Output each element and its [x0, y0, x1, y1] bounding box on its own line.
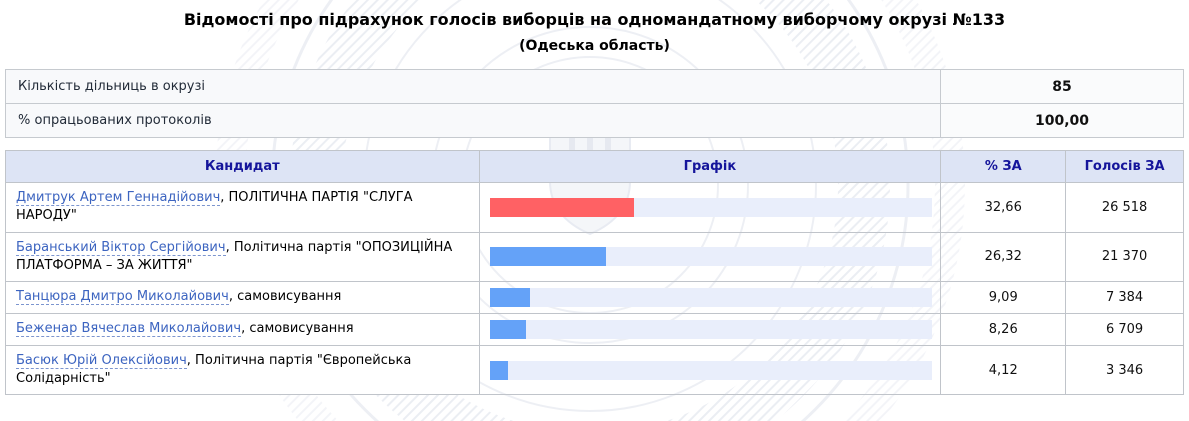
- header-candidate: Кандидат: [5, 150, 480, 184]
- page-title: Відомості про підрахунок голосів виборці…: [183, 10, 1006, 29]
- percent-cell: 8,26: [940, 312, 1067, 346]
- content: Відомості про підрахунок голосів виборці…: [5, 0, 1184, 396]
- table-row: Дмитрук Артем Геннадійович, ПОЛІТИЧНА ПА…: [5, 182, 1184, 233]
- table-row: Беженар Вячеслав Миколайович, самовисува…: [5, 312, 1184, 346]
- protocols-percent-label: % опрацьованих протоколів: [5, 103, 941, 139]
- bar-chart-cell: [478, 280, 942, 314]
- vote-share-bar: [489, 287, 530, 307]
- table-row: Басюк Юрій Олексійович, Політична партія…: [5, 344, 1184, 396]
- bar-track: [489, 360, 933, 380]
- candidate-cell: Танцюра Дмитро Миколайович, самовисуванн…: [5, 280, 480, 314]
- bar-chart-cell: [478, 231, 942, 282]
- candidate-link[interactable]: Баранський Віктор Сергійович: [16, 239, 226, 256]
- bar-chart-cell: [478, 344, 942, 396]
- precincts-count-value: 85: [940, 69, 1184, 105]
- votes-cell: 26 518: [1065, 182, 1184, 233]
- bar-track: [489, 319, 933, 339]
- table-row: Баранський Віктор Сергійович, Політична …: [5, 231, 1184, 282]
- vote-share-bar: [489, 197, 635, 217]
- vote-share-bar: [489, 319, 527, 339]
- bar-chart-cell: [478, 312, 942, 346]
- candidate-affiliation: , самовисування: [241, 321, 354, 337]
- candidate-link[interactable]: Дмитрук Артем Геннадійович: [16, 190, 221, 207]
- candidate-link[interactable]: Беженар Вячеслав Миколайович: [16, 321, 242, 338]
- header-chart: Графік: [478, 150, 942, 184]
- votes-cell: 7 384: [1065, 280, 1184, 314]
- candidate-cell: Дмитрук Артем Геннадійович, ПОЛІТИЧНА ПА…: [5, 182, 480, 233]
- candidate-affiliation: , самовисування: [228, 289, 342, 305]
- protocols-percent-value: 100,00: [940, 103, 1184, 139]
- candidate-cell: Баранський Віктор Сергійович, Політична …: [5, 231, 480, 282]
- vote-share-bar: [489, 247, 607, 267]
- percent-cell: 26,32: [940, 231, 1067, 282]
- summary-table: Кількість дільниць в окрузі 85 % опрацьо…: [5, 69, 1184, 139]
- table-row: Танцюра Дмитро Миколайович, самовисуванн…: [5, 280, 1184, 314]
- candidate-cell: Беженар Вячеслав Миколайович, самовисува…: [5, 312, 480, 346]
- votes-cell: 6 709: [1065, 312, 1184, 346]
- table-header-row: Кандидат Графік % ЗА Голосів ЗА: [5, 150, 1184, 184]
- votes-cell: 21 370: [1065, 231, 1184, 282]
- title-block: Відомості про підрахунок голосів виборці…: [5, 0, 1184, 54]
- summary-row-precincts: Кількість дільниць в окрузі 85: [5, 69, 1184, 105]
- bar-track: [489, 287, 933, 307]
- header-votes-for: Голосів ЗА: [1065, 150, 1184, 184]
- candidate-link[interactable]: Танцюра Дмитро Миколайович: [16, 289, 229, 306]
- votes-cell: 3 346: [1065, 344, 1184, 396]
- percent-cell: 9,09: [940, 280, 1067, 314]
- precincts-count-label: Кількість дільниць в окрузі: [5, 69, 941, 105]
- vote-share-bar: [489, 360, 508, 380]
- percent-cell: 4,12: [940, 344, 1067, 396]
- percent-cell: 32,66: [940, 182, 1067, 233]
- bar-chart-cell: [478, 182, 942, 233]
- candidate-cell: Басюк Юрій Олексійович, Політична партія…: [5, 344, 480, 396]
- candidate-link[interactable]: Басюк Юрій Олексійович: [16, 352, 187, 369]
- summary-row-protocols: % опрацьованих протоколів 100,00: [5, 103, 1184, 139]
- bar-track: [489, 247, 933, 267]
- header-percent-for: % ЗА: [940, 150, 1067, 184]
- candidates-results-table: Кандидат Графік % ЗА Голосів ЗА Дмитрук …: [5, 150, 1184, 396]
- bar-track: [489, 197, 933, 217]
- page-subtitle: (Одеська область): [519, 38, 670, 55]
